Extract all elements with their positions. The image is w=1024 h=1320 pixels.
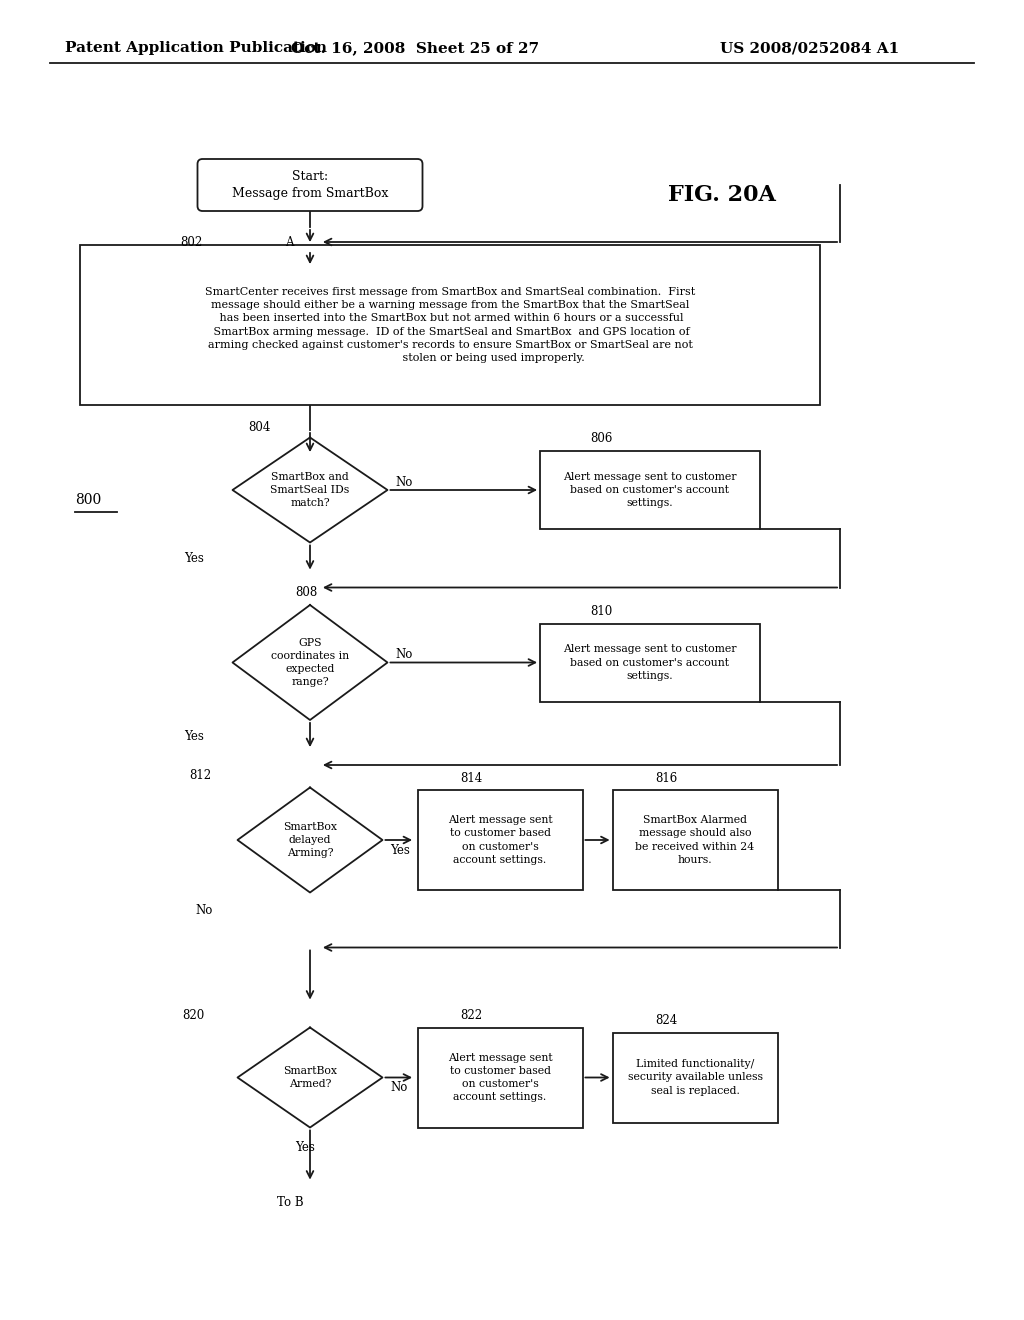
- Text: Patent Application Publication: Patent Application Publication: [65, 41, 327, 55]
- Text: Yes: Yes: [295, 1140, 314, 1154]
- Text: 804: 804: [248, 421, 270, 434]
- Text: Yes: Yes: [390, 843, 411, 857]
- Text: To B: To B: [276, 1196, 303, 1209]
- Text: Alert message sent to customer
based on customer's account
settings.: Alert message sent to customer based on …: [563, 644, 736, 681]
- Polygon shape: [232, 605, 387, 719]
- Text: Yes: Yes: [184, 552, 205, 565]
- Text: 810: 810: [590, 605, 612, 618]
- Bar: [540, 451, 760, 529]
- Bar: [80, 246, 820, 405]
- Text: No: No: [390, 1081, 408, 1094]
- Polygon shape: [232, 437, 387, 543]
- Polygon shape: [238, 788, 383, 892]
- Text: 802: 802: [180, 235, 203, 248]
- Text: 816: 816: [655, 771, 677, 784]
- Text: US 2008/0252084 A1: US 2008/0252084 A1: [720, 41, 900, 55]
- Text: 824: 824: [655, 1014, 677, 1027]
- Text: Alert message sent
to customer based
on customer's
account settings.: Alert message sent to customer based on …: [447, 816, 552, 865]
- Text: SmartBox
Armed?: SmartBox Armed?: [283, 1067, 337, 1089]
- Text: A: A: [285, 235, 294, 248]
- Text: SmartCenter receives first message from SmartBox and SmartSeal combination.  Fir: SmartCenter receives first message from …: [205, 286, 695, 363]
- Bar: [418, 789, 583, 890]
- Text: 820: 820: [182, 1008, 205, 1022]
- Text: No: No: [395, 648, 413, 661]
- Text: No: No: [395, 475, 413, 488]
- Bar: [612, 1032, 777, 1122]
- Bar: [418, 1027, 583, 1127]
- Polygon shape: [238, 1027, 383, 1127]
- Text: GPS
coordinates in
expected
range?: GPS coordinates in expected range?: [271, 638, 349, 688]
- Text: Alert message sent to customer
based on customer's account
settings.: Alert message sent to customer based on …: [563, 471, 736, 508]
- Text: FIG. 20A: FIG. 20A: [668, 183, 776, 206]
- Text: SmartBox
delayed
Arming?: SmartBox delayed Arming?: [283, 822, 337, 858]
- Text: 800: 800: [75, 492, 101, 507]
- Text: 806: 806: [590, 433, 612, 446]
- FancyBboxPatch shape: [198, 158, 423, 211]
- Text: 808: 808: [295, 586, 317, 599]
- Text: 814: 814: [460, 771, 482, 784]
- Text: SmartBox and
SmartSeal IDs
match?: SmartBox and SmartSeal IDs match?: [270, 471, 349, 508]
- Text: Limited functionality/
security available unless
seal is replaced.: Limited functionality/ security availabl…: [628, 1059, 763, 1096]
- Text: 812: 812: [189, 770, 212, 781]
- Text: Start:
Message from SmartBox: Start: Message from SmartBox: [231, 170, 388, 201]
- Bar: [612, 789, 777, 890]
- Text: Oct. 16, 2008  Sheet 25 of 27: Oct. 16, 2008 Sheet 25 of 27: [291, 41, 539, 55]
- Text: Yes: Yes: [184, 730, 205, 742]
- Text: Alert message sent
to customer based
on customer's
account settings.: Alert message sent to customer based on …: [447, 1053, 552, 1102]
- Text: 822: 822: [460, 1008, 482, 1022]
- Bar: [540, 623, 760, 701]
- Text: No: No: [196, 904, 213, 917]
- Text: SmartBox Alarmed
message should also
be received within 24
hours.: SmartBox Alarmed message should also be …: [636, 816, 755, 865]
